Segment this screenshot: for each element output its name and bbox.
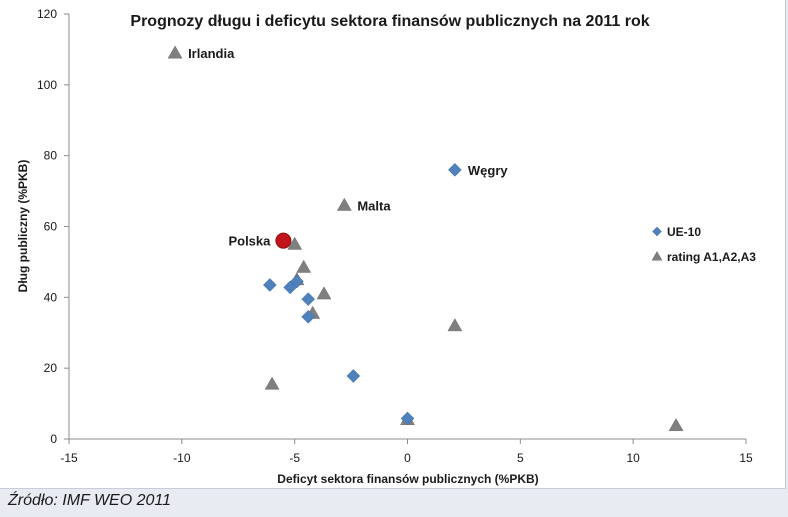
axes: 0 20 40 60 80 100 120 -15 -10 -5 0 5 10 15 (37, 7, 753, 465)
y-tick-label: 40 (44, 290, 58, 304)
rating-point (668, 418, 684, 432)
legend-label: UE-10 (667, 225, 701, 239)
y-tick-label: 60 (44, 220, 58, 234)
y-axis-title: Dług publiczny (%PKB) (16, 160, 30, 293)
legend-marker (651, 250, 663, 261)
rating-point (316, 286, 332, 300)
ue10-point (346, 369, 361, 383)
polska-point (275, 232, 292, 249)
legend-marker (652, 226, 662, 237)
x-axis-title: Deficyt sektora finansów publicznych (%P… (277, 472, 538, 486)
x-tick-label: 15 (739, 451, 753, 465)
source-note: Źródło: IMF WEO 2011 (8, 492, 172, 509)
data-marks (167, 45, 684, 432)
rating-point (287, 236, 303, 250)
x-tick-label: -5 (289, 451, 300, 465)
rating-point (447, 318, 463, 332)
y-tick-label: 120 (37, 7, 57, 21)
rating-point (296, 259, 312, 273)
x-tick-label: -10 (173, 451, 191, 465)
x-tick-label: 10 (626, 451, 640, 465)
chart-title: Prognozy długu i deficytu sektora finans… (130, 13, 649, 30)
ue10-point (262, 278, 277, 292)
chart-frame: Prognozy długu i deficytu sektora finans… (0, 0, 786, 489)
annotations: Irlandia Węgry Malta Polska (188, 46, 508, 249)
rating-point (167, 45, 183, 59)
rating-point (336, 197, 352, 211)
ue10-point (301, 292, 316, 306)
y-tick-label: 80 (44, 149, 58, 163)
y-tick-label: 20 (44, 361, 58, 375)
ue10-point (301, 309, 316, 324)
x-tick-label: -15 (60, 451, 78, 465)
x-tick-label: 0 (404, 451, 411, 465)
rating-point (264, 376, 280, 390)
y-tick-label: 0 (50, 432, 57, 446)
annotation-label: Polska (228, 234, 271, 249)
annotation-label: Malta (357, 198, 391, 213)
legend: UE-10 rating A1,A2,A3 (651, 225, 756, 264)
scatter-chart: Prognozy długu i deficytu sektora finans… (16, 7, 756, 486)
legend-label: rating A1,A2,A3 (667, 250, 756, 264)
annotation-label: Irlandia (188, 46, 235, 61)
ue10-point (448, 162, 462, 177)
ue10-point (400, 411, 415, 426)
ue10-point (290, 274, 304, 289)
annotation-label: Węgry (468, 163, 509, 178)
x-tick-label: 5 (517, 451, 524, 465)
y-tick-label: 100 (37, 78, 57, 92)
